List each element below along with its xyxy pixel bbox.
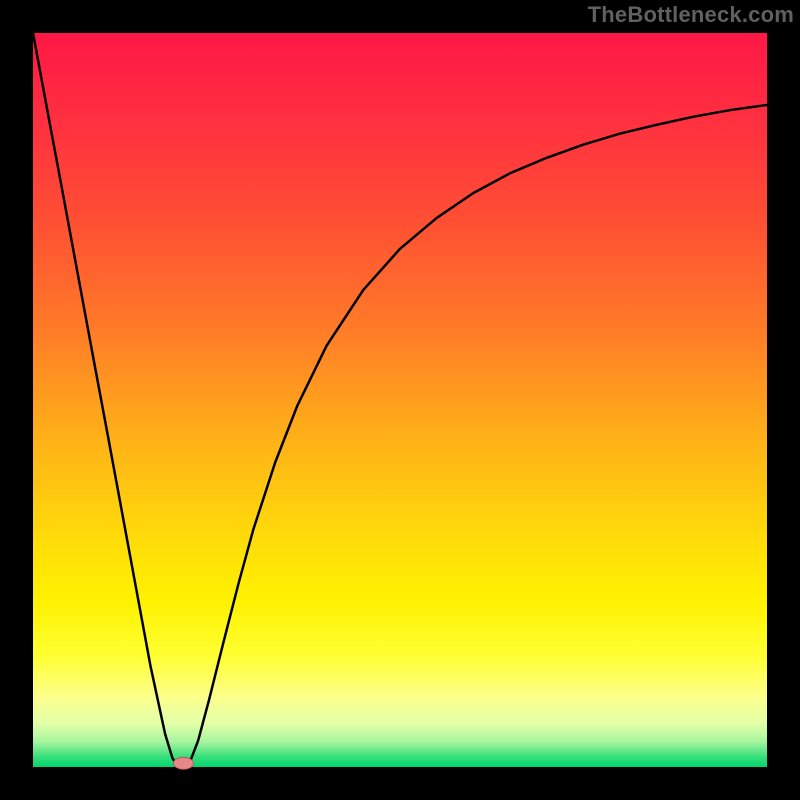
plot-background <box>33 33 767 767</box>
optimum-marker <box>173 757 193 769</box>
watermark-label: TheBottleneck.com <box>588 2 794 28</box>
chart-container: TheBottleneck.com <box>0 0 800 800</box>
bottleneck-curve-chart <box>0 0 800 800</box>
